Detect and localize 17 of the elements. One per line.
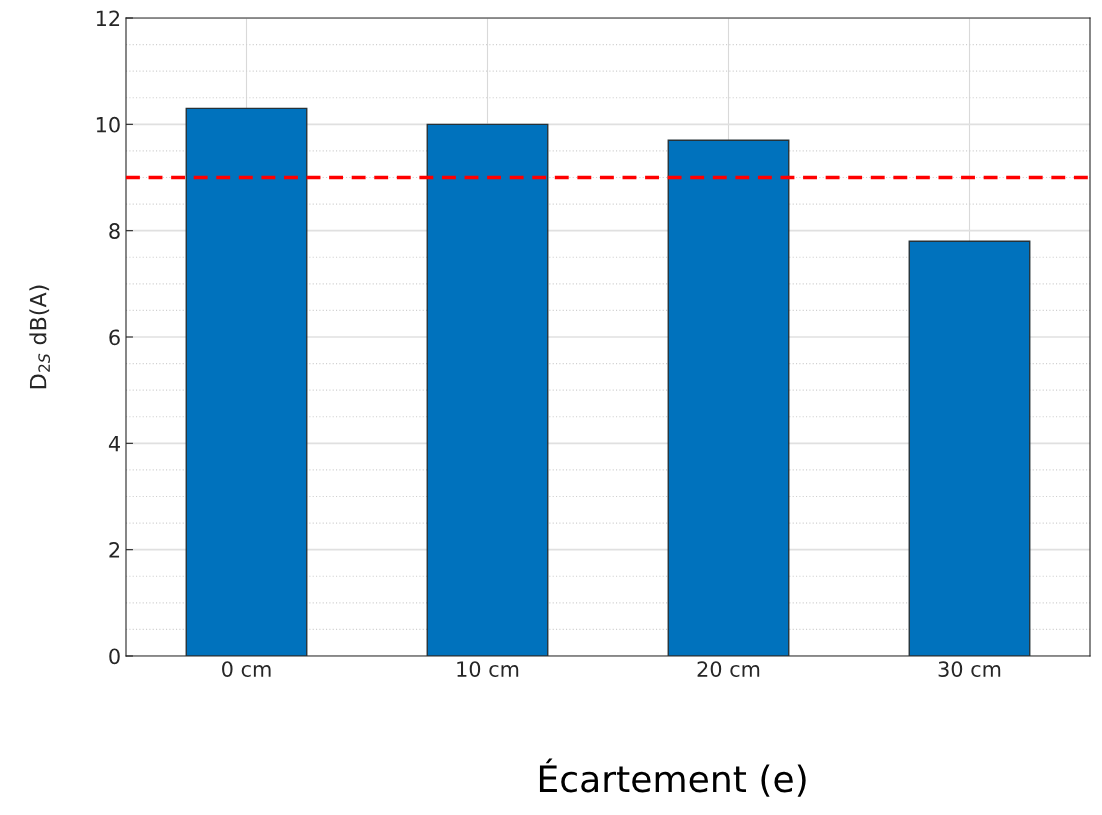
x-tick-label: 30 cm bbox=[938, 661, 1001, 677]
bar bbox=[426, 123, 549, 656]
x-axis-title: Écartement (e) bbox=[539, 758, 806, 797]
y-tick-label: 10 bbox=[96, 116, 120, 133]
bar bbox=[185, 107, 308, 656]
x-tick-label: 0 cm bbox=[222, 661, 271, 677]
y-axis-title: D$_{2S}$ dB(A) bbox=[29, 285, 51, 389]
y-tick-label: 4 bbox=[108, 436, 120, 452]
y-tick-label: 2 bbox=[109, 542, 120, 558]
bar bbox=[908, 240, 1031, 656]
bar bbox=[667, 139, 790, 656]
x-tick-label: 10 cm bbox=[457, 661, 519, 677]
y-tick-label: 6 bbox=[109, 329, 120, 346]
y-tick-label: 0 bbox=[109, 648, 120, 665]
y-tick-label: 8 bbox=[109, 223, 120, 239]
x-tick-label: 20 cm bbox=[697, 661, 760, 677]
y-tick-label: 12 bbox=[96, 10, 120, 26]
